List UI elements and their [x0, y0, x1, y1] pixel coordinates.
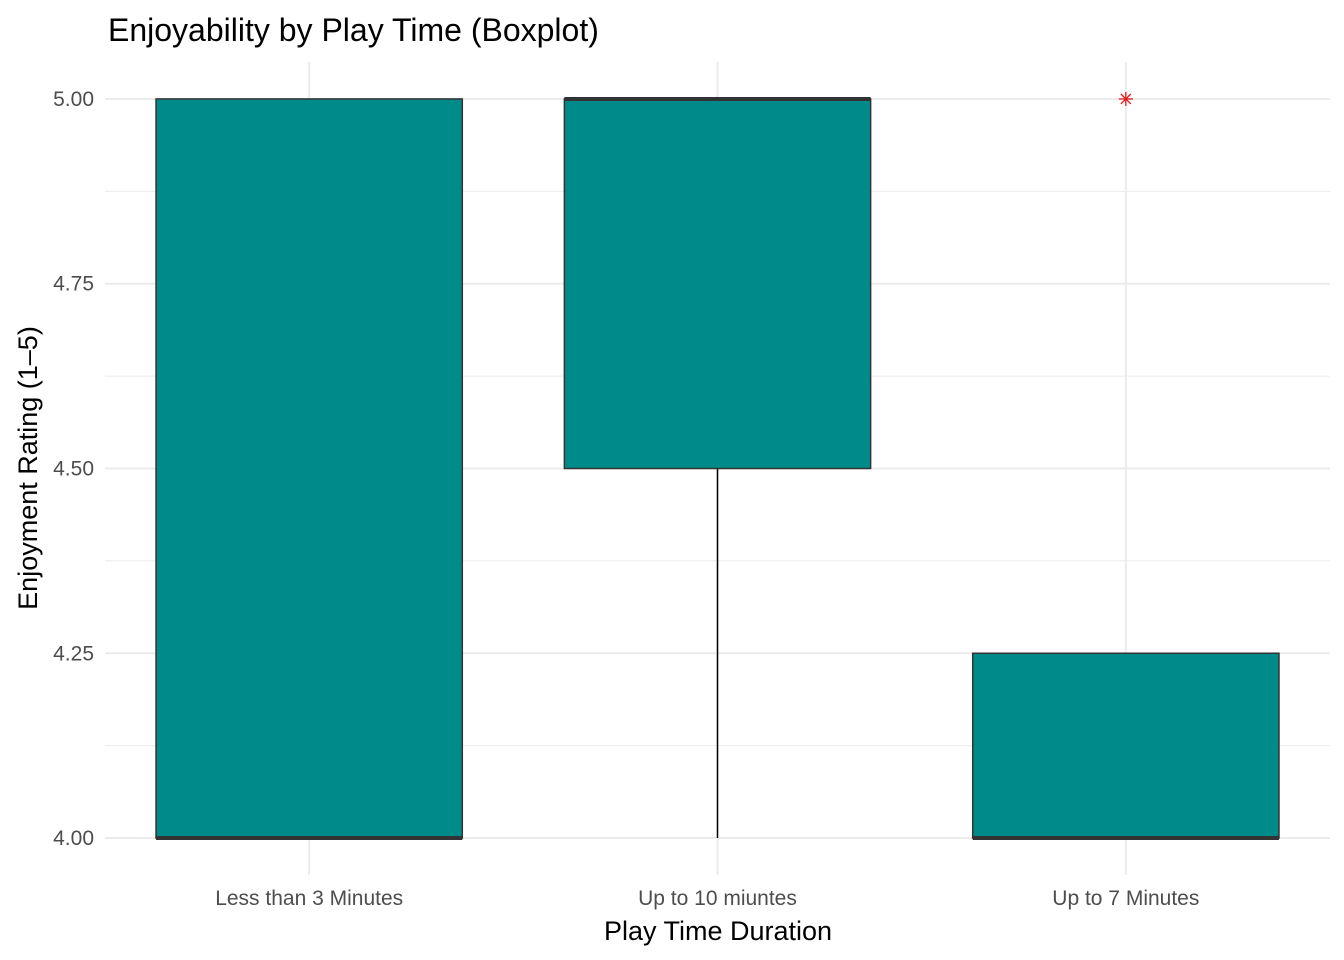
x-tick-labels: Less than 3 Minutes Up to 10 miuntes Up to… [215, 887, 1199, 910]
y-tick-label: 4.75 [53, 273, 94, 296]
x-tick-label: Less than 3 Minutes [215, 887, 403, 910]
chart-title: Enjoyability by Play Time (Boxplot) [108, 12, 599, 48]
outlier-point [1118, 91, 1133, 106]
y-tick-label: 4.00 [53, 827, 94, 850]
x-tick-label: Up to 10 miuntes [638, 887, 797, 910]
box-group [971, 91, 1280, 841]
box-group [563, 96, 872, 839]
box-iqr [971, 652, 1280, 839]
y-tick-label: 4.25 [53, 642, 94, 665]
x-tick-label: Up to 7 Minutes [1052, 887, 1199, 910]
y-tick-labels: 4.00 4.25 4.50 4.75 5.00 [53, 88, 94, 850]
box-iqr [155, 98, 464, 839]
box-group [155, 98, 464, 841]
y-axis-title: Enjoyment Rating (1–5) [13, 326, 43, 610]
y-tick-label: 4.50 [53, 458, 94, 481]
box-iqr [563, 98, 872, 470]
box-layer [155, 91, 1280, 841]
x-axis-title: Play Time Duration [604, 916, 832, 946]
y-tick-label: 5.00 [53, 88, 94, 111]
